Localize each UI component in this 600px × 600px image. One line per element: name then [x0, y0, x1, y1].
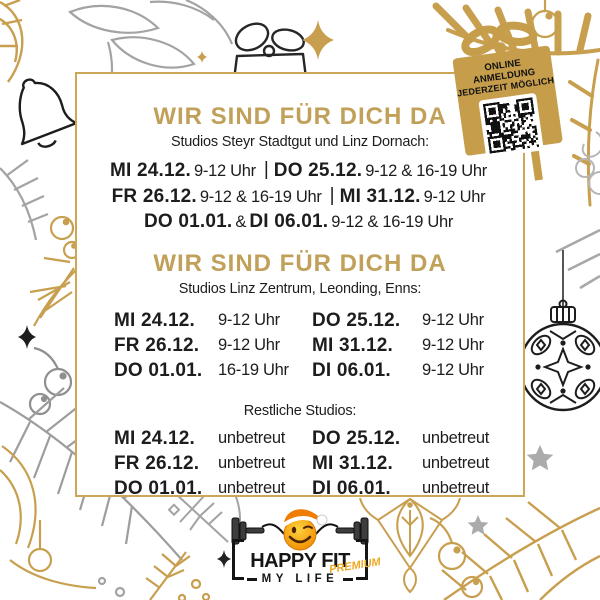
brand-subtitle: MY LIFE	[261, 573, 339, 585]
brand-name: HAPPY FIT	[250, 550, 350, 572]
schedule-day: MI 24.12.	[114, 309, 196, 331]
gift-box: ONLINE ANMELDUNG JEDERZEIT MÖGLICH	[452, 45, 563, 159]
bracket-left	[231, 539, 244, 580]
section2-grid: MI 24.12. 9-12 Uhr DO 25.12. 9-12 Uhr FR 26.…	[114, 308, 523, 383]
happyfit-logo: HAPPY FIT PREMIUM MY LIFE	[200, 506, 400, 586]
dash-right	[343, 577, 354, 581]
schedule-day: DI 06.01.	[249, 211, 329, 232]
berries-icon	[429, 516, 484, 599]
schedule-time: unbetreut	[218, 428, 286, 447]
bell-icon	[18, 78, 78, 148]
separator: |	[263, 159, 269, 180]
schedule-day: MI 24.12.	[110, 160, 192, 181]
schedule-time: 9-12 Uhr	[194, 162, 256, 180]
qr-code-icon	[482, 97, 540, 154]
star-icon	[526, 445, 554, 471]
berries-icon	[530, 0, 560, 39]
schedule-time: 9-12 Uhr	[423, 187, 486, 206]
sparkle-icon	[18, 325, 36, 349]
schedule-time: 9-12 & 16-19 Uhr	[199, 187, 322, 206]
schedule-time: 9-12 Uhr	[422, 310, 484, 329]
gold-twig-icon	[97, 551, 211, 600]
schedule-time: &	[235, 213, 247, 231]
gold-branch-top-left-icon	[0, 0, 24, 83]
pine-branch-bottom-right-icon	[441, 501, 600, 600]
schedule-line: MI 24.12. 9-12 Uhr | DO 25.12. 9-12 & 16-19 …	[77, 159, 523, 185]
schedule-card: WIR SIND FÜR DICH DA Studios Steyr Stadt…	[75, 72, 525, 499]
schedule-day: DO 01.01.	[114, 477, 203, 499]
barbell-right-icon	[335, 517, 369, 545]
star-icon	[197, 51, 207, 63]
star-icon	[467, 515, 489, 535]
schedule-time: 9-12 Uhr	[422, 335, 484, 354]
schedule-day: MI 31.12.	[312, 334, 394, 356]
schedule-day: FR 26.12.	[114, 334, 200, 356]
santa-hat-icon	[283, 509, 328, 526]
qr-code	[478, 92, 544, 159]
gold-berries-left-icon	[29, 215, 82, 327]
schedule-line: DO 01.01. & DI 06.01. 9-12 & 16-19 Uhr	[77, 210, 523, 236]
sparkle-icon	[217, 550, 231, 568]
smiley-mascot-icon	[231, 509, 369, 551]
schedule-time: 9-12 Uhr	[218, 310, 280, 329]
schedule-day: DO 01.01.	[114, 359, 203, 381]
online-signup-badge: ONLINE ANMELDUNG JEDERZEIT MÖGLICH	[441, 13, 574, 187]
section1-lines: MI 24.12. 9-12 Uhr | DO 25.12. 9-12 & 16-19 …	[77, 159, 523, 236]
christmas-ball-icon	[518, 250, 600, 412]
dash-left	[246, 577, 257, 581]
gray-twig-icon	[555, 228, 600, 290]
schedule-time: 9-12 Uhr	[422, 360, 484, 379]
schedule-day: MI 31.12.	[339, 185, 421, 207]
gray-berries-icon	[575, 131, 600, 195]
schedule-day: DI 06.01.	[312, 477, 391, 499]
pine-branch-top-right-icon	[432, 2, 600, 207]
separator: |	[329, 184, 335, 206]
schedule-day: DI 06.01.	[312, 359, 391, 381]
gray-branch-left-icon	[0, 159, 49, 241]
bracket-right	[356, 539, 369, 580]
section3-grid: MI 24.12. unbetreut DO 25.12. unbetreut FR 2…	[114, 426, 523, 501]
schedule-day: FR 26.12.	[111, 185, 197, 207]
schedule-day: MI 31.12.	[312, 452, 394, 474]
section1-subtitle: Studios Steyr Stadtgut und Linz Dornach:	[171, 134, 429, 150]
schedule-time: 9-12 & 16-19 Uhr	[331, 213, 454, 231]
schedule-time: unbetreut	[218, 453, 286, 472]
section2-subtitle: Studios Linz Zentrum, Leonding, Enns:	[178, 280, 422, 297]
gift-icon	[232, 22, 308, 82]
schedule-time: unbetreut	[422, 478, 490, 497]
schedule-time: unbetreut	[422, 428, 490, 447]
schedule-day: MI 24.12.	[114, 427, 196, 449]
sparkle-icon	[302, 20, 334, 60]
schedule-day: DO 25.12.	[273, 160, 363, 181]
schedule-line: FR 26.12. 9-12 & 16-19 Uhr | MI 31.12. 9-12 …	[77, 185, 523, 211]
schedule-day: DO 25.12.	[312, 427, 401, 449]
schedule-time: unbetreut	[422, 453, 490, 472]
gift-bow-icon	[461, 21, 538, 57]
schedule-day: DO 25.12.	[312, 309, 401, 331]
barbell-left-icon	[231, 517, 265, 545]
logo-text: HAPPY FIT PREMIUM MY LIFE	[231, 539, 382, 585]
gold-ornament-icon	[359, 497, 461, 594]
section3-subtitle: Restliche Studios:	[243, 402, 357, 419]
schedule-time: 9-12 Uhr	[218, 335, 280, 354]
section2-title: WIR SIND FÜR DICH DA	[153, 249, 447, 277]
schedule-time: 16-19 Uhr	[218, 360, 289, 379]
gold-curl-icon	[0, 445, 97, 590]
schedule-time: unbetreut	[218, 478, 286, 497]
schedule-day: DO 01.01.	[143, 211, 233, 232]
schedule-time: 9-12 & 16-19 Uhr	[365, 162, 487, 180]
gray-berries-icon	[28, 346, 73, 416]
section1-title: WIR SIND FÜR DICH DA	[153, 103, 447, 130]
schedule-day: FR 26.12.	[114, 452, 200, 474]
